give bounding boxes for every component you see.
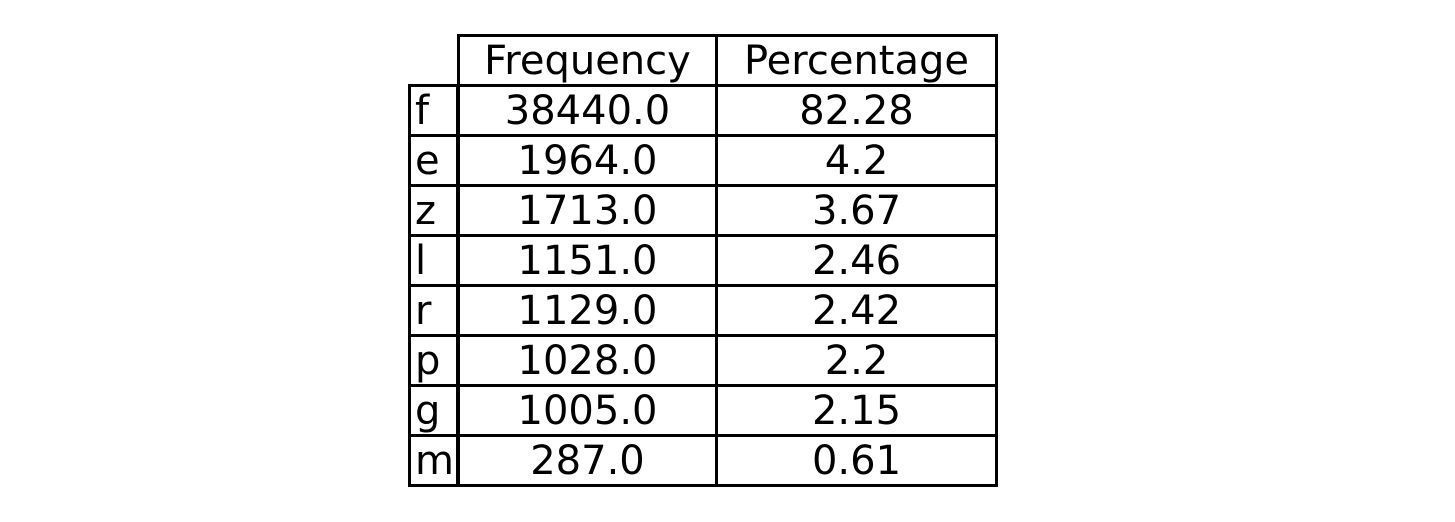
column-header: Percentage	[715, 34, 998, 87]
table-cell: 1713.0	[457, 184, 718, 237]
table-cell: 38440.0	[457, 84, 718, 137]
row-label: z	[408, 184, 459, 237]
row-label: g	[408, 384, 459, 437]
column-header: Frequency	[457, 34, 718, 87]
row-label: e	[408, 134, 459, 187]
row-label: p	[408, 334, 459, 387]
table-cell: 3.67	[715, 184, 998, 237]
table-cell: 287.0	[457, 434, 718, 487]
table-cell: 0.61	[715, 434, 998, 487]
table-cell: 1129.0	[457, 284, 718, 337]
table-cell: 1151.0	[457, 234, 718, 287]
table-cell: 4.2	[715, 134, 998, 187]
table-cell: 82.28	[715, 84, 998, 137]
table-cell: 1964.0	[457, 134, 718, 187]
table-cell: 2.46	[715, 234, 998, 287]
table-cell: 2.2	[715, 334, 998, 387]
table-cell: 2.42	[715, 284, 998, 337]
row-label: f	[408, 84, 459, 137]
row-label: m	[408, 434, 459, 487]
table-cell: 1005.0	[457, 384, 718, 437]
row-label: l	[408, 234, 459, 287]
table-cell: 1028.0	[457, 334, 718, 387]
table-cell: 2.15	[715, 384, 998, 437]
row-label: r	[408, 284, 459, 337]
